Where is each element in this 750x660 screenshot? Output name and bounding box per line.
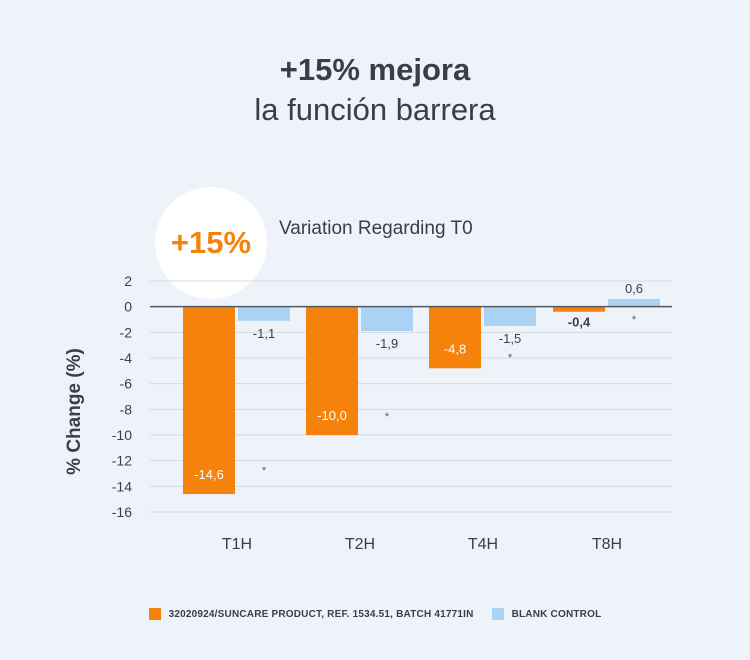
y-tick-label: -16 — [112, 504, 132, 520]
data-label-product: -10,0 — [317, 408, 347, 423]
bar-product — [183, 306, 235, 495]
x-tick-label: T1H — [222, 536, 252, 553]
y-tick-label: 2 — [124, 273, 132, 289]
x-tick-label: T2H — [345, 536, 375, 553]
legend-label-product: 32020924/SUNCARE PRODUCT, REF. 1534.51, … — [168, 608, 474, 620]
y-tick-label: -6 — [120, 376, 133, 392]
bar-control — [484, 306, 536, 326]
y-tick-label: -12 — [112, 453, 132, 469]
bar-control — [608, 298, 660, 307]
x-tick-label: T8H — [592, 536, 622, 553]
y-tick-label: -4 — [120, 350, 133, 366]
bar-product — [429, 306, 481, 369]
improvement-badge: +15% — [155, 187, 267, 299]
legend-item-control: BLANK CONTROL — [491, 608, 602, 620]
significance-marker: * — [262, 465, 267, 477]
x-tick-label: T4H — [468, 536, 498, 553]
chart-title: Variation Regarding T0 — [279, 218, 473, 239]
data-label-product: -0,4 — [568, 315, 591, 330]
data-label-control: 0,6 — [625, 281, 643, 296]
significance-marker: * — [508, 352, 513, 364]
y-tick-label: 0 — [124, 299, 132, 315]
legend-label-control: BLANK CONTROL — [511, 608, 602, 620]
y-tick-label: -10 — [112, 427, 132, 443]
headline-sub: la función barrera — [254, 92, 496, 127]
y-tick-label: -14 — [112, 478, 132, 494]
bar-product — [306, 306, 358, 435]
y-tick-label: -2 — [120, 324, 133, 340]
data-label-control: -1,1 — [253, 326, 275, 341]
bar-control — [238, 306, 290, 321]
legend-swatch-control — [491, 608, 504, 620]
bar-control — [361, 306, 413, 332]
legend-item-product: 32020924/SUNCARE PRODUCT, REF. 1534.51, … — [148, 608, 474, 620]
bar-product — [553, 306, 605, 312]
significance-marker: * — [385, 411, 390, 423]
data-label-product: -14,6 — [194, 467, 224, 482]
y-tick-label: -8 — [120, 401, 133, 417]
chart-legend: 32020924/SUNCARE PRODUCT, REF. 1534.51, … — [0, 608, 750, 620]
data-label-control: -1,5 — [499, 331, 521, 346]
data-label-product: -4,8 — [444, 341, 466, 356]
data-label-control: -1,9 — [376, 336, 398, 351]
significance-marker: * — [632, 314, 637, 326]
headline-main: +15% mejora — [279, 52, 471, 87]
y-axis-label: % Change (%) — [64, 348, 85, 475]
legend-swatch-product — [148, 608, 161, 620]
